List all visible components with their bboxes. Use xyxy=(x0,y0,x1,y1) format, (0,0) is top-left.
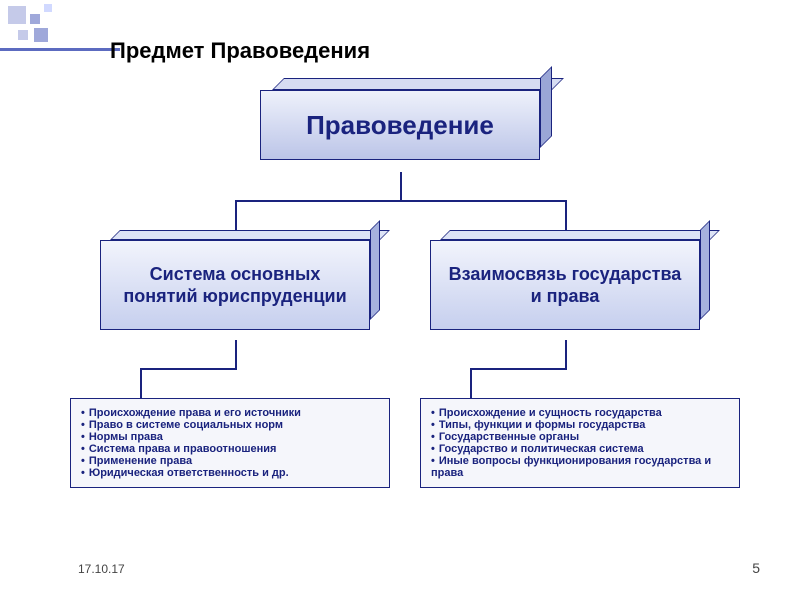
detail-item: Государственные органы xyxy=(431,431,729,443)
connector xyxy=(565,200,567,230)
diagram-node-right: Взаимосвязь государства и права xyxy=(430,240,700,330)
detail-item: Применение права xyxy=(81,455,379,467)
corner-decoration xyxy=(0,0,120,60)
detail-item: Юридическая ответственность и др. xyxy=(81,467,379,479)
diagram-node-root: Правоведение xyxy=(260,90,540,160)
node-label: Правоведение xyxy=(306,109,494,142)
detail-item: Иные вопросы функционирования государств… xyxy=(431,455,729,479)
node-label: Система основных понятий юриспруденции xyxy=(111,263,359,308)
detail-item: Право в системе социальных норм xyxy=(81,419,379,431)
connector xyxy=(140,368,237,370)
footer-date: 17.10.17 xyxy=(78,562,125,576)
detail-box-left: Происхождение права и его источникиПраво… xyxy=(70,398,390,488)
connector xyxy=(400,172,402,202)
detail-item: Происхождение права и его источники xyxy=(81,407,379,419)
deco-square xyxy=(18,30,28,40)
deco-line xyxy=(0,48,120,51)
connector xyxy=(235,200,565,202)
deco-square xyxy=(8,6,26,24)
diagram-node-left: Система основных понятий юриспруденции xyxy=(100,240,370,330)
detail-item: Нормы права xyxy=(81,431,379,443)
deco-square xyxy=(44,4,52,12)
connector xyxy=(235,340,237,370)
slide-title: Предмет Правоведения xyxy=(110,38,370,64)
detail-item: Происхождение и сущность государства xyxy=(431,407,729,419)
connector xyxy=(140,368,142,398)
deco-square xyxy=(34,28,48,42)
detail-item: Типы, функции и формы государства xyxy=(431,419,729,431)
connector xyxy=(470,368,472,398)
connector xyxy=(235,200,237,230)
connector xyxy=(470,368,567,370)
node-label: Взаимосвязь государства и права xyxy=(441,263,689,308)
connector xyxy=(565,340,567,370)
detail-item: Система права и правоотношения xyxy=(81,443,379,455)
deco-square xyxy=(30,14,40,24)
footer-page-number: 5 xyxy=(752,560,760,576)
detail-box-right: Происхождение и сущность государстваТипы… xyxy=(420,398,740,488)
detail-item: Государство и политическая система xyxy=(431,443,729,455)
